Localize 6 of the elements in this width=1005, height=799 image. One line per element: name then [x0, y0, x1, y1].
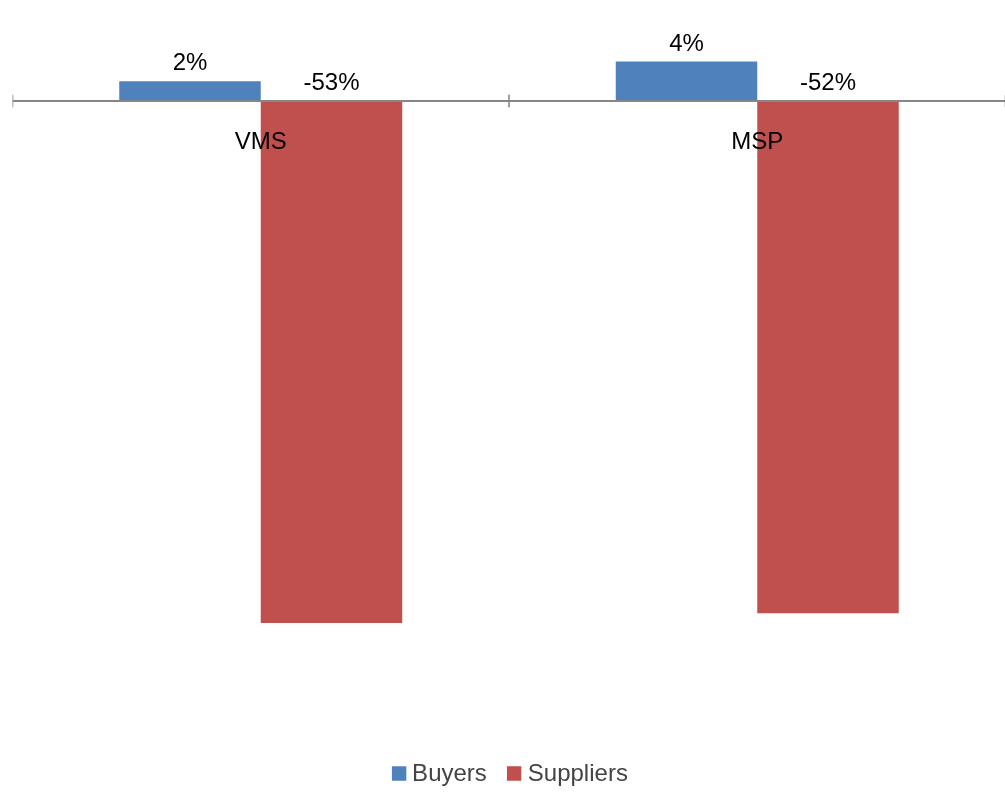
data-label: 4% — [669, 28, 704, 56]
data-label: -53% — [303, 67, 360, 95]
legend-label: Suppliers — [527, 759, 628, 787]
data-label: -52% — [799, 67, 857, 95]
data-label: 2% — [172, 48, 208, 76]
legend-label: Buyers — [412, 759, 487, 787]
